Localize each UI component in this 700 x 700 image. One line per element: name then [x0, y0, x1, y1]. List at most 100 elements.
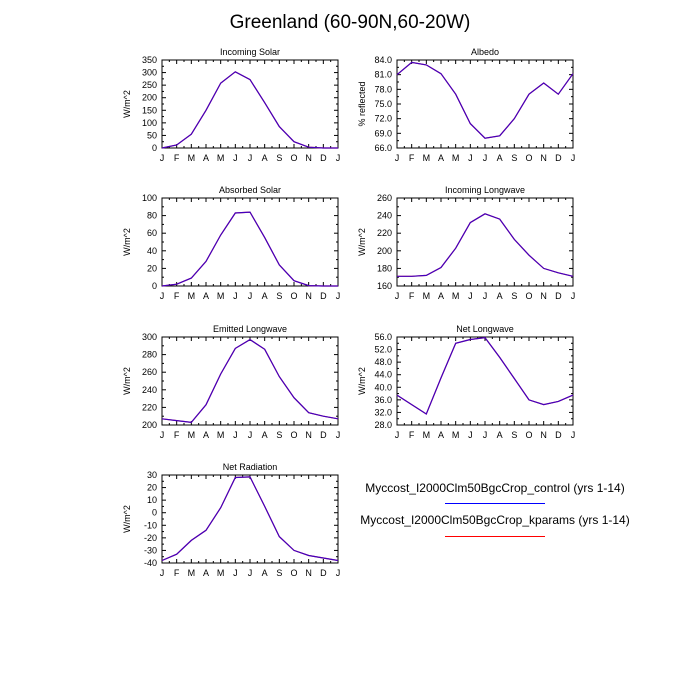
- x-tick-label: N: [305, 291, 312, 301]
- x-tick-label: S: [511, 430, 517, 440]
- x-tick-label: S: [276, 430, 282, 440]
- x-tick-label: M: [188, 568, 196, 578]
- x-tick-label: A: [497, 153, 503, 163]
- x-tick-label: J: [336, 153, 341, 163]
- y-tick-label: 240: [377, 211, 392, 221]
- x-tick-label: N: [540, 153, 547, 163]
- x-tick-label: J: [468, 430, 473, 440]
- series-line-control: [396, 336, 574, 415]
- x-tick-label: D: [320, 568, 327, 578]
- x-tick-label: J: [160, 153, 165, 163]
- x-tick-label: M: [188, 430, 196, 440]
- legend-swatch-kparams: [445, 536, 545, 537]
- x-tick-label: J: [395, 430, 400, 440]
- x-tick-label: J: [483, 291, 488, 301]
- y-tick-label: 280: [142, 350, 157, 360]
- y-tick-label: 350: [142, 55, 157, 65]
- x-tick-label: J: [248, 153, 253, 163]
- y-tick-label: 10: [147, 495, 157, 505]
- y-tick-label: 250: [142, 80, 157, 90]
- y-tick-label: 260: [377, 193, 392, 203]
- series-line-control: [161, 338, 339, 424]
- x-tick-label: M: [423, 291, 431, 301]
- x-tick-label: F: [174, 430, 180, 440]
- y-tick-label: 60: [147, 228, 157, 238]
- x-tick-label: O: [290, 568, 297, 578]
- y-axis-label: W/m^2: [122, 367, 132, 395]
- x-tick-label: A: [262, 430, 268, 440]
- plot-frame: [396, 197, 574, 287]
- y-tick-label: 200: [142, 93, 157, 103]
- panel-6: J F M A M J J A S O N D J28.032.036.040.044.048.052.…: [357, 324, 575, 440]
- series-line-kparams: [161, 476, 339, 562]
- x-tick-label: J: [336, 430, 341, 440]
- x-tick-label: J: [233, 430, 238, 440]
- panel-4: J F M A M J J A S O N D J160180200220240260Incoming …: [357, 185, 575, 301]
- x-tick-label: M: [423, 153, 431, 163]
- x-tick-label: J: [571, 430, 576, 440]
- y-tick-label: 20: [147, 263, 157, 273]
- y-tick-label: 260: [142, 367, 157, 377]
- x-tick-label: J: [248, 291, 253, 301]
- x-tick-label: M: [217, 568, 225, 578]
- y-tick-label: 40: [147, 246, 157, 256]
- y-axis-label: W/m^2: [357, 228, 367, 256]
- x-tick-label: J: [336, 568, 341, 578]
- y-tick-label: -20: [144, 533, 157, 543]
- series-line-kparams: [161, 338, 339, 424]
- y-tick-label: 200: [377, 246, 392, 256]
- x-tick-label: J: [160, 568, 165, 578]
- y-tick-label: -30: [144, 545, 157, 555]
- x-tick-label: M: [188, 291, 196, 301]
- x-tick-label: A: [497, 291, 503, 301]
- y-axis-label: % reflected: [357, 81, 367, 126]
- x-tick-label: F: [174, 291, 180, 301]
- y-tick-label: 84.0: [374, 55, 392, 65]
- y-tick-label: 69.0: [374, 128, 392, 138]
- panel-title: Net Radiation: [223, 462, 278, 472]
- x-tick-label: F: [174, 153, 180, 163]
- x-tick-label: J: [483, 153, 488, 163]
- y-tick-label: 150: [142, 105, 157, 115]
- panel-title: Incoming Solar: [220, 47, 280, 57]
- series-line-control: [396, 61, 574, 139]
- x-tick-label: D: [555, 430, 562, 440]
- panel-2: J F M A M J J A S O N D J66.069.072.075.078.081.084.…: [357, 47, 575, 163]
- x-tick-label: N: [305, 568, 312, 578]
- x-tick-label: J: [395, 291, 400, 301]
- y-tick-label: 300: [142, 68, 157, 78]
- x-tick-label: S: [276, 568, 282, 578]
- y-axis-label: W/m^2: [122, 228, 132, 256]
- x-tick-label: J: [395, 153, 400, 163]
- y-tick-label: 0: [152, 508, 157, 518]
- panel-title: Absorbed Solar: [219, 185, 281, 195]
- x-tick-label: D: [320, 153, 327, 163]
- x-tick-label: J: [483, 430, 488, 440]
- x-tick-label: J: [468, 291, 473, 301]
- x-tick-label: D: [555, 291, 562, 301]
- x-tick-label: J: [468, 153, 473, 163]
- x-tick-label: O: [525, 430, 532, 440]
- legend-entry-kparams: Myccost_I2000Clm50BgcCrop_kparams (yrs 1…: [360, 513, 630, 527]
- x-tick-label: J: [336, 291, 341, 301]
- x-tick-label: N: [305, 153, 312, 163]
- y-tick-label: 40.0: [374, 382, 392, 392]
- y-tick-label: 78.0: [374, 84, 392, 94]
- y-tick-label: 100: [142, 193, 157, 203]
- x-tick-label: O: [290, 153, 297, 163]
- y-tick-label: -40: [144, 558, 157, 568]
- x-tick-label: M: [188, 153, 196, 163]
- series-line-kparams: [161, 211, 338, 287]
- x-tick-label: J: [571, 291, 576, 301]
- y-axis-label: W/m^2: [122, 90, 132, 118]
- x-tick-label: M: [452, 291, 460, 301]
- x-tick-label: A: [203, 430, 209, 440]
- x-tick-label: J: [233, 291, 238, 301]
- series-line-kparams: [396, 61, 574, 139]
- x-tick-label: A: [438, 291, 444, 301]
- y-tick-label: 50: [147, 130, 157, 140]
- y-tick-label: 66.0: [374, 143, 392, 153]
- x-tick-label: J: [248, 430, 253, 440]
